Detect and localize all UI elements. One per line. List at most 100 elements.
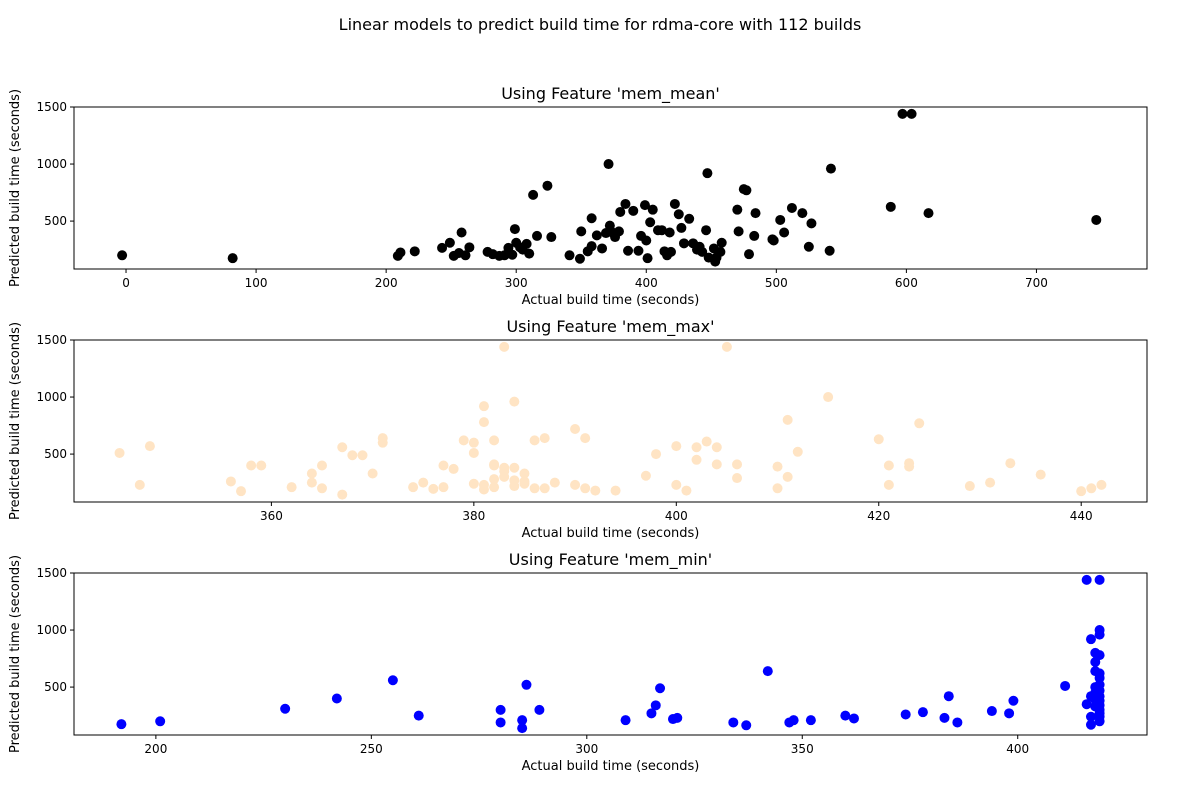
data-point [681,485,692,496]
data-point [521,679,532,690]
x-tick-label: 700 [1025,276,1048,290]
data-point [489,474,500,485]
data-point [225,476,236,487]
data-point [620,715,631,726]
data-point [1094,629,1105,640]
data-point [499,250,510,261]
data-point [534,704,545,715]
data-point [986,706,997,717]
chart-panel-2: Using Feature 'mem_max' 360 380 400 420 440 50… [8,317,1148,541]
data-point [711,442,722,453]
y-tick-label: 1500 [36,333,67,347]
data-point [744,249,755,260]
data-point [603,159,614,170]
data-point [939,712,950,723]
x-tick-label: 300 [575,742,598,756]
data-point [478,484,489,495]
data-point [438,460,449,471]
data-point [885,201,896,212]
data-point [664,227,675,238]
scatter-series [117,108,1102,267]
y-tick-label: 500 [44,680,67,694]
data-point [952,717,963,728]
data-point [1076,486,1087,497]
data-point [701,225,712,236]
data-point [539,433,550,444]
data-point [448,463,459,474]
data-point [337,489,348,500]
y-tick-label: 1000 [36,623,67,637]
x-tick-label: 440 [1070,509,1093,523]
axes-frame [73,339,1148,503]
data-point [1085,711,1096,722]
data-point [499,341,510,352]
data-point [468,478,479,489]
data-point [1094,672,1105,683]
data-point [732,204,743,215]
figure-suptitle: Linear models to predict build time for … [339,15,862,34]
data-point [1094,716,1105,727]
data-point [580,483,591,494]
data-point [721,341,732,352]
data-point [620,198,631,209]
data-point [678,238,689,249]
data-point [914,418,925,429]
data-point [337,442,348,453]
data-point [509,462,520,473]
data-point [823,392,834,403]
data-point [236,486,247,497]
data-point [521,238,532,249]
data-point [701,436,712,447]
data-point [438,482,449,493]
data-point [900,709,911,720]
data-point [387,675,398,686]
panel-title: Using Feature 'mem_mean' [501,84,720,104]
data-point [317,483,327,494]
data-point [286,482,297,493]
data-point [985,477,996,488]
data-point [546,232,557,243]
data-point [684,213,695,224]
panel-title: Using Feature 'mem_max' [506,317,714,337]
y-axis-label: Predicted build time (seconds) [8,555,23,753]
x-tick-label: 400 [1006,742,1029,756]
data-point [408,482,419,493]
data-point [646,708,657,719]
data-point [570,479,581,490]
data-point [509,224,520,235]
data-point [532,230,543,241]
data-point [117,250,128,261]
data-point [413,710,424,721]
data-point [549,477,560,488]
x-tick-label: 420 [867,509,890,523]
data-point [331,693,342,704]
data-point [517,715,528,726]
x-tick-label: 360 [260,509,283,523]
data-point [645,217,656,228]
data-point [883,460,894,471]
data-point [633,245,644,256]
data-point [1085,634,1096,645]
data-point [641,235,652,246]
data-point [116,719,127,730]
data-point [672,712,683,723]
data-point [639,200,650,211]
data-point [655,683,666,694]
data-point [1096,479,1107,490]
data-point [478,401,489,412]
data-point [542,180,553,191]
data-point [805,715,816,726]
data-point [517,723,528,734]
data-point [671,479,682,490]
y-tick-label: 1500 [36,100,67,114]
data-point [762,666,773,677]
data-point [597,243,608,254]
scatter-series [114,341,1107,500]
data-point [524,248,535,259]
data-point [489,435,500,446]
data-point [613,226,624,237]
data-point [728,717,739,728]
data-point [357,450,368,461]
data-point [697,246,708,257]
x-tick-label: 300 [505,276,528,290]
